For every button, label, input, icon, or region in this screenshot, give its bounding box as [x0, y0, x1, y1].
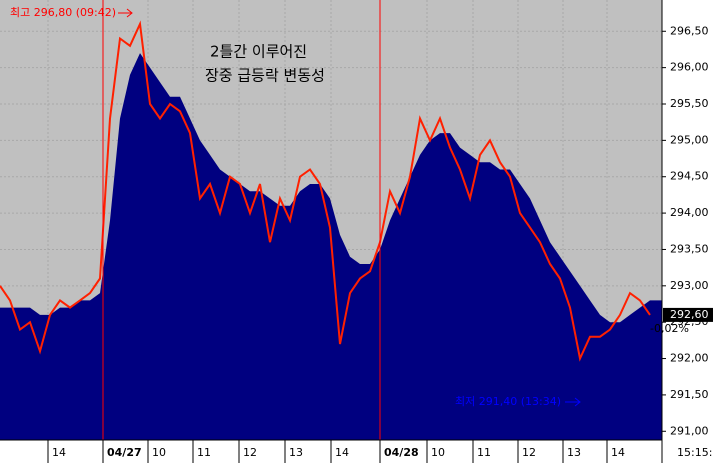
- clock: 15:15:0: [677, 446, 713, 459]
- price-line: [0, 20, 651, 362]
- y-tick-label: 296,00: [670, 61, 709, 74]
- y-tick-label: 295,50: [670, 97, 709, 110]
- y-tick-label: 294,00: [670, 206, 709, 219]
- y-tick-label: 294,50: [670, 170, 709, 183]
- x-tick-label: 10: [431, 446, 445, 459]
- x-axis-panel: [0, 440, 713, 463]
- annotation: 장중 급등락 변동성: [205, 67, 325, 85]
- y-tick-label: 291,00: [670, 424, 709, 437]
- x-tick-label: 14: [335, 446, 349, 459]
- high-label: 최고 296,80 (09:42): [10, 6, 116, 19]
- x-tick-label: 11: [197, 446, 211, 459]
- x-tick-label: 12: [522, 446, 536, 459]
- x-tick-label: 04/27: [107, 446, 142, 459]
- y-tick-label: 292,00: [670, 352, 709, 365]
- x-tick-label: 10: [152, 446, 166, 459]
- x-tick-label: 13: [289, 446, 303, 459]
- y-tick-label: 291,50: [670, 388, 709, 401]
- low-arrow: [565, 397, 581, 407]
- x-tick-label: 13: [567, 446, 581, 459]
- x-tick-label: 11: [477, 446, 491, 459]
- low-label: 최저 291,40 (13:34): [455, 395, 561, 408]
- y-axis-panel: [662, 0, 713, 463]
- y-tick-label: 293,50: [670, 242, 709, 255]
- high-arrow: [118, 8, 133, 18]
- y-tick-label: 295,00: [670, 133, 709, 146]
- change-label: -0,02%: [650, 322, 689, 335]
- annotation: 2틀간 이루어진: [210, 43, 307, 61]
- x-tick-label: 04/28: [384, 446, 419, 459]
- x-tick-label: 14: [611, 446, 625, 459]
- y-tick-label: 296,50: [670, 24, 709, 37]
- x-tick-label: 14: [52, 446, 66, 459]
- last-price-label: 292,60: [670, 308, 709, 321]
- y-tick-label: 293,00: [670, 279, 709, 292]
- x-tick-label: 12: [243, 446, 257, 459]
- last-price-box: [663, 307, 713, 322]
